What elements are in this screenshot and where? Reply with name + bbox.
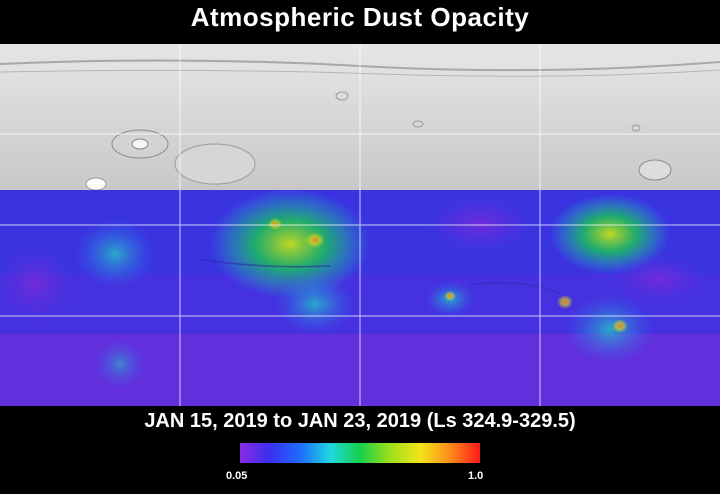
date-range-label: JAN 15, 2019 to JAN 23, 2019 (Ls 324.9-3… [144, 410, 576, 432]
impact-crater [335, 91, 349, 101]
dust-hotspot [268, 218, 282, 230]
elysium-volcano [638, 159, 672, 181]
tharsis-highland [174, 143, 256, 185]
low-opacity-patch [0, 244, 75, 324]
dust-region-tharsis [210, 189, 370, 299]
opacity-colorbar [240, 443, 480, 463]
low-opacity-patch [425, 194, 535, 254]
dust-hotspot [444, 291, 456, 301]
impact-crater [85, 177, 107, 191]
colorbar-max-label: 1.0 [468, 470, 484, 482]
dust-region-west [75, 219, 155, 289]
volcano-olympus-caldera [131, 138, 149, 150]
terrain-ridge [0, 69, 720, 77]
map-title: Atmospheric Dust Opacity [190, 2, 530, 32]
dust-region-east [550, 194, 670, 274]
dust-hotspot [305, 232, 325, 248]
dust-region-west-low [95, 339, 145, 389]
low-opacity-patch [610, 254, 710, 304]
valles-marineris [199, 258, 331, 268]
terrain-feature [469, 282, 561, 295]
colorbar-min-label: 0.05 [226, 470, 248, 482]
dust-hotspot [557, 295, 573, 309]
mars-dust-opacity-map [0, 44, 720, 406]
dust-region-hellas [565, 294, 655, 364]
dust-hotspot [612, 319, 628, 333]
impact-crater [631, 124, 641, 132]
impact-crater [412, 120, 424, 128]
dust-region-tharsis-south [275, 274, 355, 334]
map-grid [0, 44, 720, 406]
